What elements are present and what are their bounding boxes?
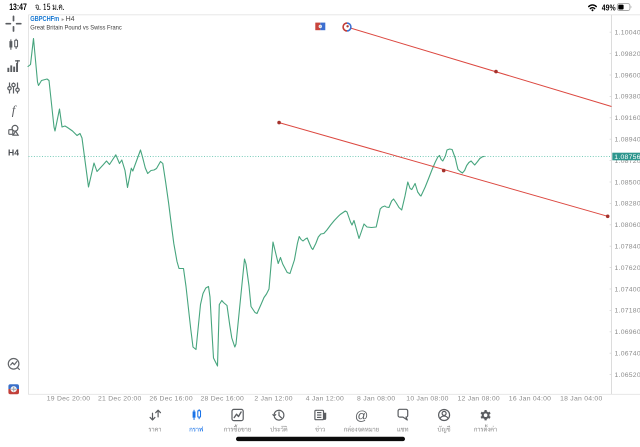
svg-text:1.07400: 1.07400 (615, 286, 640, 293)
svg-text:1.08720: 1.08720 (615, 158, 640, 165)
svg-text:8 Jan 08:00: 8 Jan 08:00 (357, 396, 395, 403)
svg-text:49%: 49% (602, 2, 616, 12)
svg-text:1.06740: 1.06740 (615, 351, 640, 358)
svg-text:1.08280: 1.08280 (615, 201, 640, 208)
svg-text:1.09380: 1.09380 (615, 94, 640, 101)
svg-text:2 Jan 12:00: 2 Jan 12:00 (254, 396, 292, 403)
svg-text:Great Britain Pound vs Swiss F: Great Britain Pound vs Swiss Franc (30, 25, 122, 32)
svg-text:1.07620: 1.07620 (615, 265, 640, 272)
svg-text:21 Dec 20:00: 21 Dec 20:00 (98, 396, 142, 403)
svg-text:1.08756: 1.08756 (614, 154, 640, 161)
svg-text:H4: H4 (66, 16, 75, 23)
svg-text:1.08940: 1.08940 (615, 137, 640, 144)
svg-text:19 Dec 20:00: 19 Dec 20:00 (47, 396, 91, 403)
svg-text:1.09820: 1.09820 (615, 51, 640, 58)
svg-text:1.09600: 1.09600 (615, 72, 640, 79)
svg-text:1.08500: 1.08500 (615, 179, 640, 186)
svg-text:13:47: 13:47 (9, 2, 27, 12)
svg-text:1.08060: 1.08060 (615, 222, 640, 229)
svg-text:f: f (12, 104, 17, 118)
svg-text:▸: ▸ (62, 17, 65, 23)
svg-text:28 Dec 16:00: 28 Dec 16:00 (201, 396, 245, 403)
svg-text:26 Dec 16:00: 26 Dec 16:00 (149, 396, 193, 403)
svg-text:10 Jan 08:00: 10 Jan 08:00 (406, 396, 448, 403)
svg-text:16 Jan 04:00: 16 Jan 04:00 (509, 396, 551, 403)
svg-text:1.07180: 1.07180 (615, 308, 640, 315)
svg-text:1.07840: 1.07840 (615, 244, 640, 251)
svg-text:1.09160: 1.09160 (615, 115, 640, 122)
svg-text:1.10040: 1.10040 (615, 30, 640, 37)
svg-text:1.06960: 1.06960 (615, 329, 640, 336)
svg-text:1.06520: 1.06520 (615, 372, 640, 379)
svg-text:GBPCHFm: GBPCHFm (30, 14, 59, 23)
svg-text:12 Jan 08:00: 12 Jan 08:00 (457, 396, 499, 403)
svg-text:4 Jan 12:00: 4 Jan 12:00 (306, 396, 344, 403)
svg-text:18 Jan 04:00: 18 Jan 04:00 (560, 396, 602, 403)
svg-text:@: @ (355, 408, 368, 423)
svg-text:H4: H4 (8, 148, 19, 158)
